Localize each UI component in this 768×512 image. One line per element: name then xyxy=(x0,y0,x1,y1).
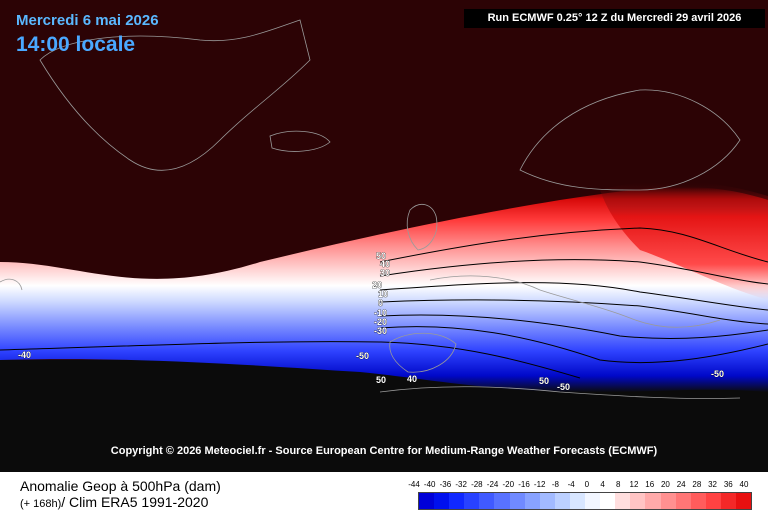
contour-label: 40 xyxy=(407,374,417,384)
coastlines xyxy=(0,19,741,399)
scandinavia-coast xyxy=(519,89,741,191)
legend-swatch xyxy=(479,493,495,509)
contour-label: 30 xyxy=(380,268,390,278)
legend-swatch xyxy=(615,493,631,509)
copyright-notice: Copyright © 2026 Meteociel.fr - Source E… xyxy=(110,445,658,457)
legend-swatch xyxy=(675,493,691,509)
legend-tick-label: 12 xyxy=(629,480,639,489)
legend-swatch xyxy=(735,493,752,509)
contour-label: 50 xyxy=(376,251,386,261)
legend-swatch xyxy=(705,493,721,509)
legend-swatch xyxy=(464,493,480,509)
legend-tick-label: 0 xyxy=(584,480,590,489)
legend-tick-label: -16 xyxy=(518,480,530,489)
contour-label: -20 xyxy=(374,317,387,327)
legend-swatch xyxy=(539,493,555,509)
legend-tick-label: -20 xyxy=(502,480,515,489)
legend-tick-label: 32 xyxy=(708,480,718,489)
contour-label: 10 xyxy=(378,289,388,299)
legend-labels: -44 -40 -36 -32 -28 -24 -20 -16 -12 -8 -4 0 4 8 12 16 20… xyxy=(408,480,748,490)
legend-swatch xyxy=(645,493,661,509)
legend-swatch xyxy=(585,493,601,509)
contour-label: -40 xyxy=(18,350,31,360)
legend-tick-label: 4 xyxy=(600,480,605,489)
contour-label: 40 xyxy=(380,259,390,269)
legend-tick-label: -44 xyxy=(408,480,420,489)
legend-swatch xyxy=(600,493,616,509)
contour-label: 0 xyxy=(378,298,383,308)
british-isles-coast xyxy=(406,203,438,251)
contour-label-group: 50 40 30 20 10 0 -10 -20 -30 -40 -50 50 … xyxy=(18,251,725,393)
europe-coast xyxy=(429,275,721,328)
legend-tick-label: 28 xyxy=(692,480,702,489)
legend-tick-label: -28 xyxy=(471,480,483,489)
anomaly-map: 50 40 30 20 10 0 -10 -20 -30 -40 -50 50 … xyxy=(0,0,768,472)
footer-title: Anomalie Geop à 500hPa (dam) xyxy=(20,478,221,494)
forecast-hour: (+ 168h) xyxy=(20,498,62,510)
contour-label: -50 xyxy=(356,351,369,361)
legend-swatch xyxy=(720,493,736,509)
east-red-anomaly xyxy=(600,180,768,300)
legend-tick-label: -40 xyxy=(423,480,436,489)
legend-swatch xyxy=(554,493,570,509)
legend-swatch xyxy=(419,493,435,509)
contour-label: 50 xyxy=(539,376,549,386)
contour-label: -50 xyxy=(711,369,724,379)
greenland-coast xyxy=(39,19,311,171)
iceland-coast xyxy=(269,130,331,152)
contour-label: 20 xyxy=(372,280,382,290)
legend-tick-label: -36 xyxy=(439,480,452,489)
climatology-reference: / Clim ERA5 1991-2020 xyxy=(61,494,209,510)
contour-lines xyxy=(0,227,768,379)
color-scale xyxy=(418,492,752,510)
forecast-local-time: 14:00 locale xyxy=(16,33,136,56)
legend-tick-label: 8 xyxy=(616,480,621,489)
iberia-coast xyxy=(389,332,457,373)
legend-swatch xyxy=(660,493,676,509)
legend-tick-label: -12 xyxy=(533,480,546,489)
legend-tick-label: 24 xyxy=(676,480,686,489)
footer-subtitle: (+ 168h)/ Clim ERA5 1991-2020 xyxy=(20,494,208,510)
legend-tick-label: 20 xyxy=(660,480,670,489)
legend-swatch xyxy=(509,493,525,509)
legend-swatch xyxy=(449,493,465,509)
legend-tick-label: -24 xyxy=(486,480,499,489)
legend-tick-label: -8 xyxy=(551,480,559,489)
legend-tick-label: -32 xyxy=(455,480,467,489)
legend-tick-label: 40 xyxy=(739,480,749,489)
legend-swatch xyxy=(630,493,646,509)
legend-swatch xyxy=(524,493,540,509)
run-info: Run ECMWF 0.25° 12 Z du Mercredi 29 avri… xyxy=(464,9,765,28)
newfoundland-coast xyxy=(0,278,23,291)
legend-tick-label: -4 xyxy=(567,480,575,489)
legend-swatch xyxy=(690,493,706,509)
legend-tick-label: 36 xyxy=(723,480,733,489)
legend-swatch xyxy=(434,493,450,509)
contour-label: -50 xyxy=(557,382,570,392)
contour-label: 50 xyxy=(376,375,386,385)
legend-tick-label: 16 xyxy=(645,480,655,489)
legend-swatch xyxy=(494,493,510,509)
forecast-date: Mercredi 6 mai 2026 xyxy=(16,12,159,29)
contour-label: -30 xyxy=(374,326,387,336)
north-africa-coast xyxy=(379,386,741,399)
legend-swatch xyxy=(569,493,586,509)
contour-label: -10 xyxy=(374,308,387,318)
